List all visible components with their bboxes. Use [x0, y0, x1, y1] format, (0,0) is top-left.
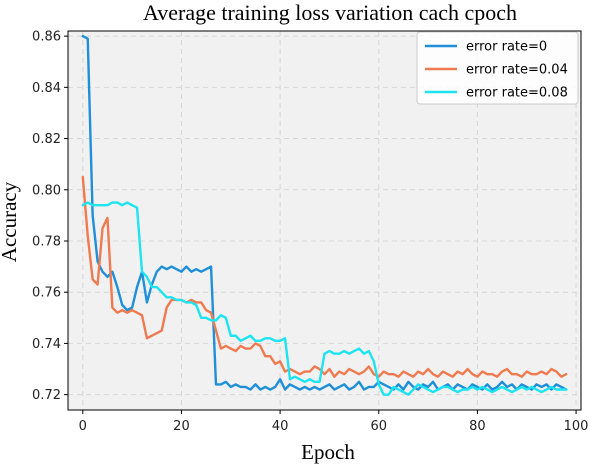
- x-tick-label: 20: [173, 419, 190, 434]
- x-tick-label: 0: [79, 419, 87, 434]
- series-layer: [81, 34, 568, 396]
- x-tick-label: 100: [564, 419, 589, 434]
- y-axis-label: Accuracy: [0, 181, 21, 262]
- x-tick-label: 60: [370, 419, 387, 434]
- grid: [68, 31, 581, 410]
- series-line-0: [81, 34, 568, 391]
- legend-label-0: error rate=0: [466, 40, 547, 55]
- y-tick-label: 0.78: [32, 234, 61, 249]
- y-tick-label: 0.80: [32, 183, 61, 198]
- x-tick-label: 40: [272, 419, 289, 434]
- legend-box: [416, 31, 579, 105]
- legend: error rate=0 error rate=0.04 error rate=0.…: [416, 31, 579, 105]
- legend-label-1: error rate=0.04: [466, 63, 568, 78]
- y-tick-label: 0.82: [32, 132, 61, 147]
- y-tick-label: 0.86: [32, 30, 61, 45]
- y-tick-label: 0.76: [32, 286, 61, 301]
- chart-title: Average training loss variation cach cpo…: [143, 0, 517, 25]
- y-axis: 0.72 0.74 0.76 0.78 0.80 0.82 0.84 0.86: [32, 30, 68, 403]
- y-tick-label: 0.84: [32, 81, 61, 96]
- x-axis-label: Epoch: [301, 440, 355, 464]
- series-line-1: [81, 175, 568, 378]
- legend-label-2: error rate=0.08: [466, 86, 568, 101]
- y-tick-label: 0.74: [32, 337, 61, 352]
- series-line-2: [81, 201, 568, 396]
- x-tick-label: 80: [469, 419, 486, 434]
- y-tick-label: 0.72: [32, 388, 61, 403]
- x-axis: 0 20 40 60 80 100: [79, 410, 589, 434]
- plot-frame: [67, 30, 582, 411]
